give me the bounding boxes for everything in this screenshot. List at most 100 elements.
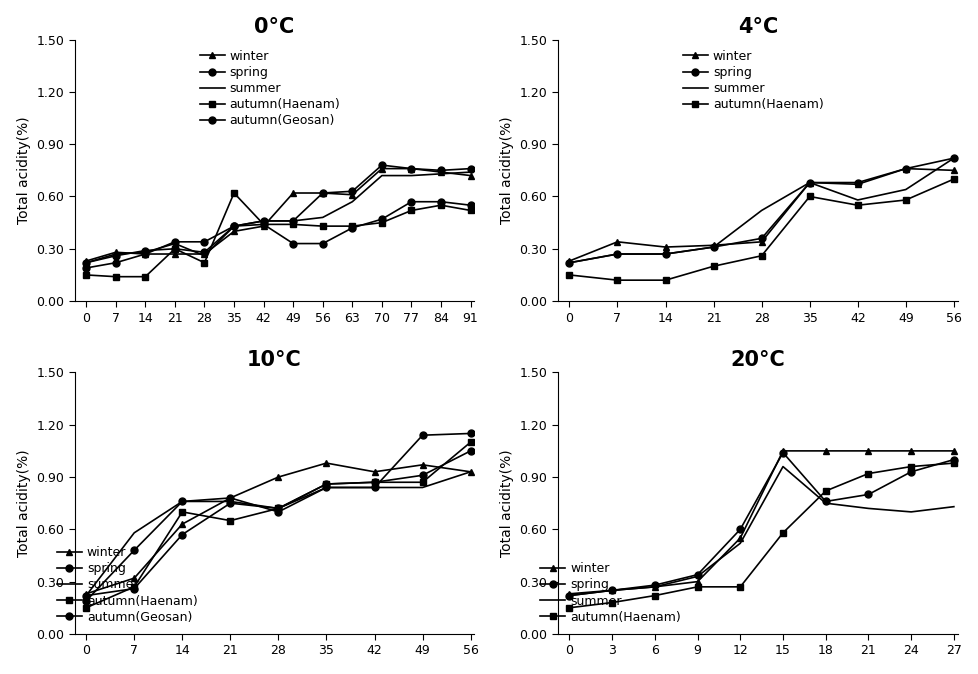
autumn(Haenam) (605, 599, 617, 607)
summer (803, 179, 815, 187)
Legend: winter, spring, summer, autumn(Haenam), autumn(Geosan): winter, spring, summer, autumn(Haenam), … (195, 45, 345, 132)
autumn(Geosan) (465, 429, 476, 437)
summer (228, 222, 240, 231)
autumn(Haenam) (819, 487, 830, 495)
winter (169, 250, 181, 258)
winter (777, 447, 788, 455)
summer (257, 217, 269, 225)
spring (272, 504, 284, 512)
spring (659, 250, 671, 258)
Line: autumn(Haenam): autumn(Haenam) (82, 189, 473, 280)
summer (777, 462, 788, 470)
winter (899, 164, 911, 173)
winter (128, 574, 140, 582)
autumn(Geosan) (320, 483, 332, 491)
summer (376, 171, 387, 179)
autumn(Geosan) (176, 497, 188, 506)
autumn(Haenam) (803, 193, 815, 201)
Line: summer: summer (569, 466, 953, 596)
summer (563, 259, 575, 267)
summer (80, 259, 92, 267)
autumn(Haenam) (465, 438, 476, 446)
summer (899, 185, 911, 193)
summer (435, 170, 447, 178)
autumn(Haenam) (611, 276, 623, 284)
Line: summer: summer (569, 158, 953, 263)
summer (947, 154, 958, 162)
Line: summer: summer (86, 472, 470, 596)
autumn(Haenam) (346, 222, 358, 231)
autumn(Geosan) (317, 239, 329, 247)
winter (224, 494, 236, 502)
summer (947, 503, 958, 511)
autumn(Geosan) (139, 250, 151, 258)
Legend: winter, spring, summer, autumn(Haenam): winter, spring, summer, autumn(Haenam) (677, 45, 827, 116)
summer (465, 168, 476, 176)
spring (376, 161, 387, 169)
Line: winter: winter (82, 460, 473, 597)
summer (176, 497, 188, 506)
summer (320, 483, 332, 491)
autumn(Geosan) (465, 201, 476, 209)
spring (777, 449, 788, 457)
spring (228, 222, 240, 231)
summer (417, 483, 428, 491)
summer (707, 243, 719, 251)
winter (947, 166, 958, 175)
winter (465, 468, 476, 476)
winter (648, 583, 660, 591)
autumn(Haenam) (320, 480, 332, 488)
autumn(Geosan) (80, 596, 92, 605)
Line: spring: spring (82, 448, 473, 599)
spring (755, 235, 767, 243)
spring (899, 164, 911, 173)
autumn(Haenam) (862, 470, 873, 478)
summer (405, 171, 417, 179)
spring (851, 179, 863, 187)
summer (169, 239, 181, 247)
autumn(Haenam) (947, 459, 958, 467)
winter (257, 222, 269, 231)
winter (611, 238, 623, 246)
autumn(Geosan) (376, 215, 387, 223)
spring (905, 468, 916, 476)
autumn(Haenam) (376, 218, 387, 226)
winter (287, 189, 298, 197)
winter (199, 250, 210, 258)
autumn(Geosan) (369, 483, 380, 491)
spring (320, 480, 332, 488)
Line: autumn(Geosan): autumn(Geosan) (82, 198, 473, 272)
Line: winter: winter (565, 165, 956, 264)
autumn(Geosan) (405, 197, 417, 206)
winter (405, 164, 417, 173)
spring (862, 491, 873, 499)
autumn(Haenam) (272, 504, 284, 512)
autumn(Haenam) (417, 479, 428, 487)
Title: 20°C: 20°C (730, 350, 784, 369)
winter (734, 534, 745, 542)
winter (346, 191, 358, 199)
spring (947, 154, 958, 162)
winter (862, 447, 873, 455)
spring (435, 166, 447, 175)
winter (417, 461, 428, 469)
autumn(Haenam) (563, 604, 575, 612)
autumn(Haenam) (139, 273, 151, 281)
autumn(Haenam) (899, 196, 911, 204)
autumn(Geosan) (169, 238, 181, 246)
summer (272, 504, 284, 512)
autumn(Haenam) (755, 251, 767, 259)
summer (905, 508, 916, 516)
winter (465, 171, 476, 179)
summer (648, 583, 660, 591)
spring (317, 189, 329, 197)
spring (734, 525, 745, 533)
winter (228, 227, 240, 235)
winter (659, 243, 671, 251)
autumn(Haenam) (905, 462, 916, 470)
autumn(Geosan) (228, 222, 240, 231)
spring (405, 164, 417, 173)
autumn(Geosan) (287, 239, 298, 247)
spring (947, 456, 958, 464)
Y-axis label: Total acidity(%): Total acidity(%) (500, 117, 513, 224)
